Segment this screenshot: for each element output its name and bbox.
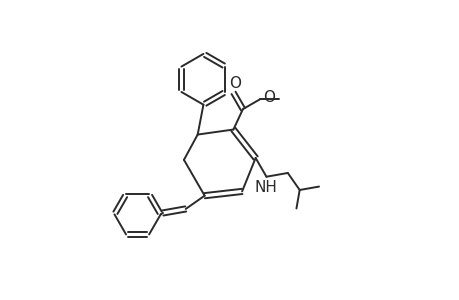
Text: NH: NH (254, 180, 276, 195)
Text: O: O (229, 76, 241, 91)
Text: O: O (263, 90, 275, 105)
